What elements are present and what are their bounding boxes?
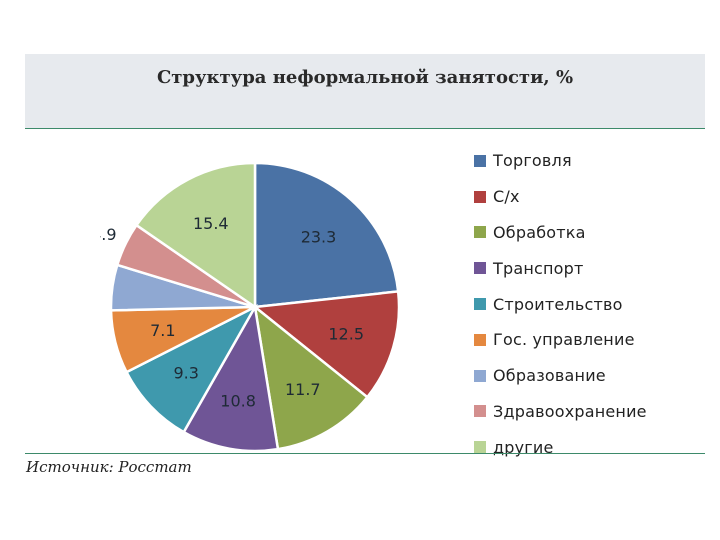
slice-value-label-3: 11.7 bbox=[285, 380, 321, 399]
legend-item: Обработка bbox=[474, 215, 647, 251]
legend-label: С/х bbox=[493, 187, 520, 207]
legend-label: Образование bbox=[493, 366, 606, 386]
legend-item: Здравоохранение bbox=[474, 394, 647, 430]
slice-value-label-5: 9.3 bbox=[173, 364, 198, 383]
legend-label: Транспорт bbox=[493, 258, 584, 278]
legend-item: Гос. управление bbox=[474, 322, 647, 358]
source-note: Источник: Росстат bbox=[26, 458, 192, 476]
title-band: Структура неформальной занятости, % bbox=[25, 54, 705, 129]
pie-slice-2 bbox=[251, 290, 401, 399]
legend: Торговля С/х Обработка Транспорт Строительст… bbox=[474, 143, 647, 465]
pie-slice-5 bbox=[124, 304, 259, 434]
legend-swatch bbox=[474, 405, 486, 418]
pie-slice-9 bbox=[134, 161, 257, 310]
legend-swatch bbox=[474, 369, 486, 382]
pie-chart: 23.3 12.5 11.7 10.8 9.3 7.1 5.1 4.9 15.4 bbox=[100, 161, 401, 453]
legend-swatch bbox=[474, 262, 486, 275]
slice-value-label-6: 7.1 bbox=[150, 321, 175, 340]
pie-slice-3 bbox=[253, 303, 370, 451]
legend-swatch bbox=[474, 298, 486, 311]
slice-value-label-8: 4.9 bbox=[100, 225, 117, 244]
pie-slice-1 bbox=[253, 161, 400, 309]
legend-label: другие bbox=[493, 437, 554, 457]
legend-label: Здравоохранение bbox=[493, 401, 647, 421]
legend-label: Строительство bbox=[493, 294, 623, 314]
legend-item: Транспорт bbox=[474, 250, 647, 286]
legend-swatch bbox=[474, 190, 486, 203]
legend-item: Торговля bbox=[474, 143, 647, 179]
legend-item: другие bbox=[474, 429, 647, 465]
slice-value-label-2: 12.5 bbox=[328, 325, 364, 344]
footer-divider bbox=[25, 453, 705, 454]
legend-label: Обработка bbox=[493, 222, 586, 242]
legend-label: Торговля bbox=[493, 151, 572, 171]
legend-swatch bbox=[474, 154, 486, 167]
slice-value-label-1: 23.3 bbox=[301, 227, 337, 246]
legend-label: Гос. управление bbox=[493, 330, 635, 350]
slice-value-label-7: 5.1 bbox=[100, 275, 101, 294]
legend-swatch bbox=[474, 441, 486, 454]
legend-swatch bbox=[474, 333, 486, 346]
legend-swatch bbox=[474, 226, 486, 239]
legend-item: С/х bbox=[474, 179, 647, 215]
chart-title: Структура неформальной занятости, % bbox=[156, 67, 574, 88]
pie-slice-4 bbox=[182, 303, 280, 453]
legend-item: Образование bbox=[474, 358, 647, 394]
slice-value-label-4: 10.8 bbox=[220, 392, 256, 411]
legend-item: Строительство bbox=[474, 286, 647, 322]
slice-value-label-9: 15.4 bbox=[193, 214, 229, 233]
